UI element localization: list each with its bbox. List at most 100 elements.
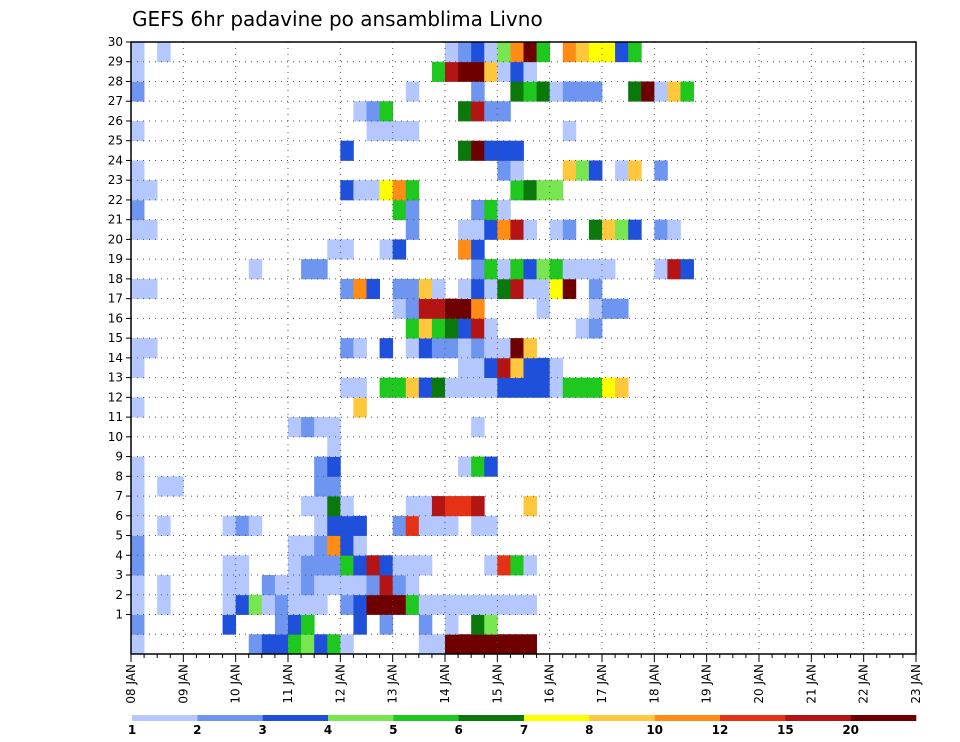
precip-cell: [431, 318, 446, 339]
y-tick-label: 24: [108, 153, 123, 167]
precip-cell: [445, 634, 459, 655]
precip-cell: [536, 180, 551, 201]
precip-cell: [510, 81, 524, 102]
precip-cell: [523, 180, 537, 201]
precip-cell: [523, 81, 537, 102]
precip-cell: [641, 81, 655, 102]
precip-cell: [222, 515, 237, 536]
precip-cell: [536, 278, 551, 300]
precip-cell: [510, 219, 524, 240]
precip-cell: [484, 61, 498, 82]
precip-cell: [484, 555, 498, 576]
precip-cell: [667, 81, 681, 102]
legend-label: 6: [454, 723, 462, 737]
y-tick-label: 2: [115, 588, 123, 602]
precip-cell: [562, 377, 577, 398]
precip-cell: [484, 278, 498, 300]
precip-cell: [588, 298, 603, 319]
precip-cell: [680, 259, 694, 280]
precip-cell: [157, 515, 171, 536]
precip-cell: [314, 476, 328, 497]
precip-cell: [314, 555, 328, 576]
precip-cell: [222, 594, 237, 615]
legend-label: 12: [712, 723, 729, 737]
chart-grid: [131, 42, 916, 654]
precip-cell: [274, 594, 289, 615]
precip-cell: [445, 515, 459, 536]
precip-cell: [340, 634, 354, 655]
precip-cell: [405, 594, 420, 615]
precip-cell: [497, 594, 511, 615]
precip-cell: [235, 555, 250, 576]
precip-cell: [484, 357, 498, 379]
precip-cell: [497, 199, 511, 221]
precip-cell: [131, 594, 145, 615]
precip-cell: [575, 259, 590, 280]
precip-cell: [340, 515, 354, 536]
precip-cell: [588, 259, 603, 280]
y-tick-label: 20: [108, 232, 123, 246]
precip-cell: [131, 338, 145, 359]
precip-cell: [602, 42, 616, 63]
precip-cell: [536, 298, 551, 319]
legend-label: 7: [520, 723, 528, 737]
precip-cell: [353, 397, 367, 418]
precip-cell: [497, 259, 511, 280]
precip-cell: [261, 594, 276, 615]
precip-cell: [497, 377, 511, 398]
precip-cell: [431, 515, 446, 536]
precip-cell: [327, 436, 341, 457]
precip-cell: [510, 42, 524, 63]
y-tick-label: 19: [108, 252, 123, 266]
x-tick-label: 18 JAN: [647, 664, 661, 704]
precip-cell: [431, 338, 446, 359]
precip-cell: [615, 42, 629, 63]
precip-cell: [314, 575, 328, 596]
x-tick-label: 17 JAN: [595, 664, 609, 704]
precip-cell: [288, 535, 302, 556]
legend-label: 4: [324, 723, 332, 737]
legend-label: 3: [258, 723, 266, 737]
precip-cell: [405, 120, 420, 142]
x-tick-label: 21 JAN: [804, 664, 818, 704]
precip-cell: [484, 101, 498, 122]
precip-cell: [366, 278, 380, 300]
y-tick-label: 28: [108, 74, 123, 88]
precip-cell: [536, 259, 551, 280]
precip-cell: [458, 496, 472, 517]
precip-cell: [418, 278, 433, 300]
precip-cell: [471, 219, 485, 240]
precip-cell: [418, 614, 433, 635]
precip-cell: [274, 634, 289, 655]
precip-cell: [458, 61, 472, 82]
precip-cell: [497, 634, 511, 655]
legend-swatch: [393, 715, 459, 721]
precip-cell: [157, 476, 171, 497]
precip-cell: [327, 496, 341, 517]
precip-cell: [353, 575, 367, 596]
precip-cell: [523, 496, 537, 517]
precip-cell: [340, 496, 354, 517]
precip-cell: [379, 377, 394, 398]
precip-cell: [458, 594, 472, 615]
y-tick-label: 16: [108, 311, 123, 325]
precip-cell: [562, 219, 577, 240]
precip-cell: [418, 594, 433, 615]
legend-label: 20: [842, 723, 859, 737]
precip-cell: [536, 357, 551, 379]
precip-cell: [471, 239, 485, 260]
precip-cell: [588, 377, 603, 398]
precip-cell: [654, 81, 668, 102]
precip-cell: [379, 239, 394, 260]
y-tick-label: 12: [108, 390, 123, 404]
y-tick-label: 26: [108, 114, 123, 128]
precip-cell: [144, 180, 158, 201]
precip-cell: [405, 318, 420, 339]
precip-cell: [340, 180, 354, 201]
precip-cell: [575, 377, 590, 398]
precip-cell: [484, 259, 498, 280]
precip-cell: [314, 456, 328, 477]
precip-cell: [131, 278, 145, 300]
precip-cell: [353, 101, 367, 122]
precip-cell: [261, 575, 276, 596]
